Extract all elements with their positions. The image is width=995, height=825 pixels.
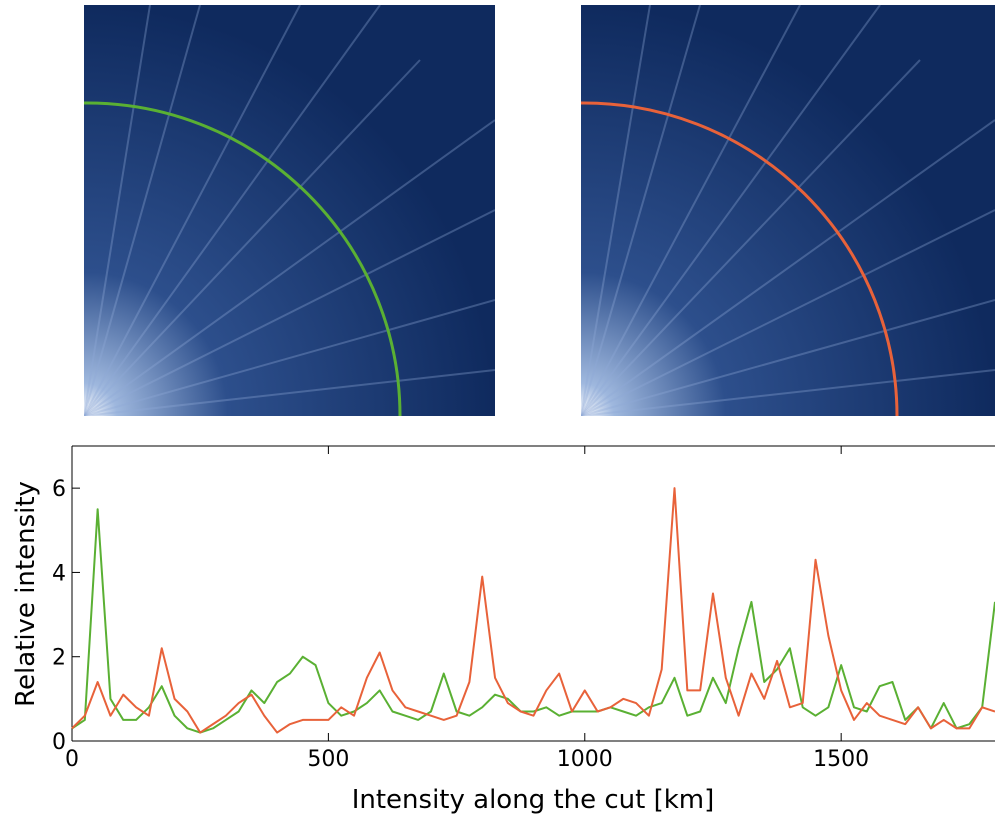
y-tick-label: 4 bbox=[52, 561, 66, 586]
y-tick-label: 2 bbox=[52, 646, 66, 671]
data-line bbox=[71, 508, 995, 734]
y-tick-label: 0 bbox=[52, 730, 66, 755]
y-axis-label: Relative intensity bbox=[11, 481, 41, 707]
y-tick-label: 6 bbox=[52, 477, 66, 502]
x-tick-label: 1500 bbox=[813, 747, 869, 772]
x-tick-label: 500 bbox=[307, 747, 349, 772]
image-right bbox=[581, 5, 995, 416]
image-left bbox=[84, 5, 495, 416]
x-tick-label: 0 bbox=[65, 747, 79, 772]
data-line bbox=[71, 487, 995, 734]
x-tick-label: 1000 bbox=[557, 747, 613, 772]
x-axis-label: Intensity along the cut [km] bbox=[352, 785, 715, 815]
